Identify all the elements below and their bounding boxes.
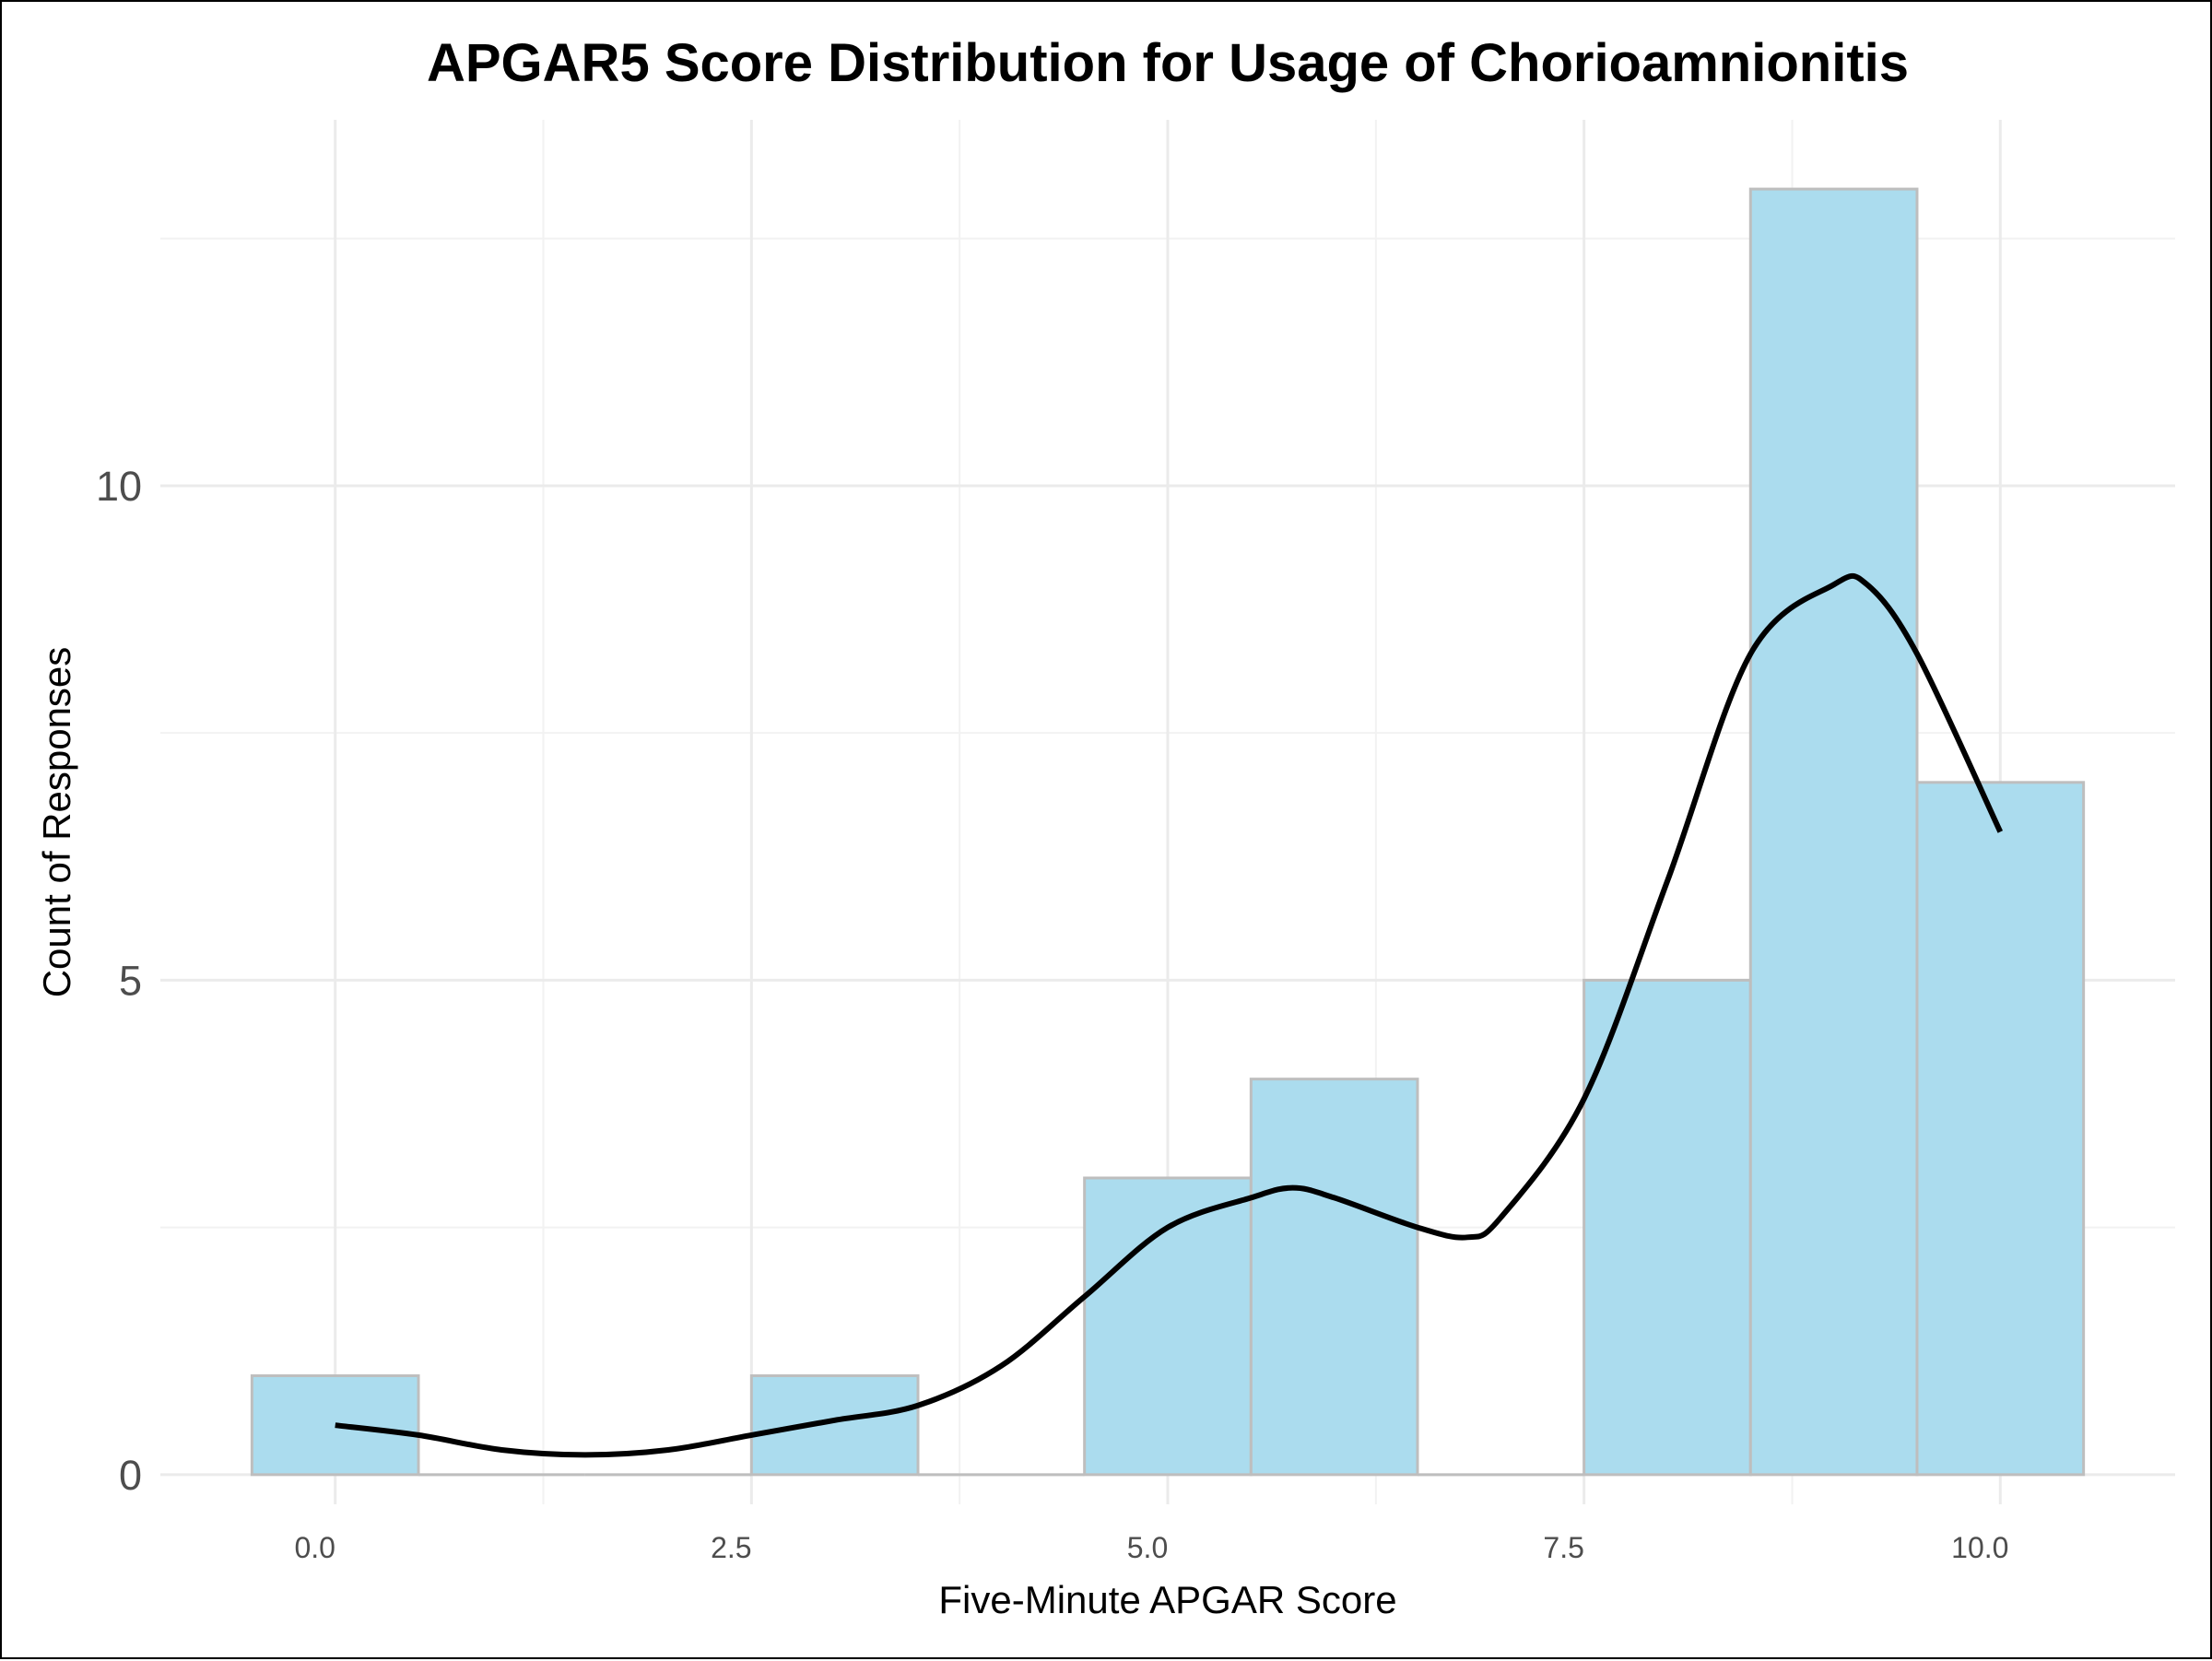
histogram-bar <box>1915 781 2086 1477</box>
y-tick-label: 0 <box>119 1452 142 1499</box>
x-axis-title: Five-Minute APGAR Score <box>938 1578 1396 1621</box>
y-axis-ticks: 0 5 10 <box>96 463 142 1499</box>
histogram-bar <box>1583 978 1752 1477</box>
x-tick-label: 0.0 <box>294 1531 335 1564</box>
y-tick-label: 5 <box>119 957 142 1004</box>
x-tick-label: 2.5 <box>711 1531 751 1564</box>
histogram-bar <box>1748 187 1919 1477</box>
density-curve <box>335 572 2004 1458</box>
y-axis-title: Count of Responses <box>35 647 78 998</box>
x-tick-label: 5.0 <box>1127 1531 1168 1564</box>
x-tick-label: 7.5 <box>1543 1531 1583 1564</box>
chart-title: APGAR5 Score Distribution for Usage of C… <box>427 33 1909 93</box>
histogram-bar <box>1083 1176 1253 1477</box>
histogram-bar <box>1249 1078 1419 1477</box>
x-axis-ticks: 0.0 2.5 5.0 7.5 10.0 <box>294 1531 2008 1564</box>
histogram-bars <box>250 187 2086 1477</box>
histogram-bar <box>749 1374 920 1477</box>
y-tick-label: 10 <box>96 463 142 510</box>
x-tick-label: 10.0 <box>1951 1531 2008 1564</box>
